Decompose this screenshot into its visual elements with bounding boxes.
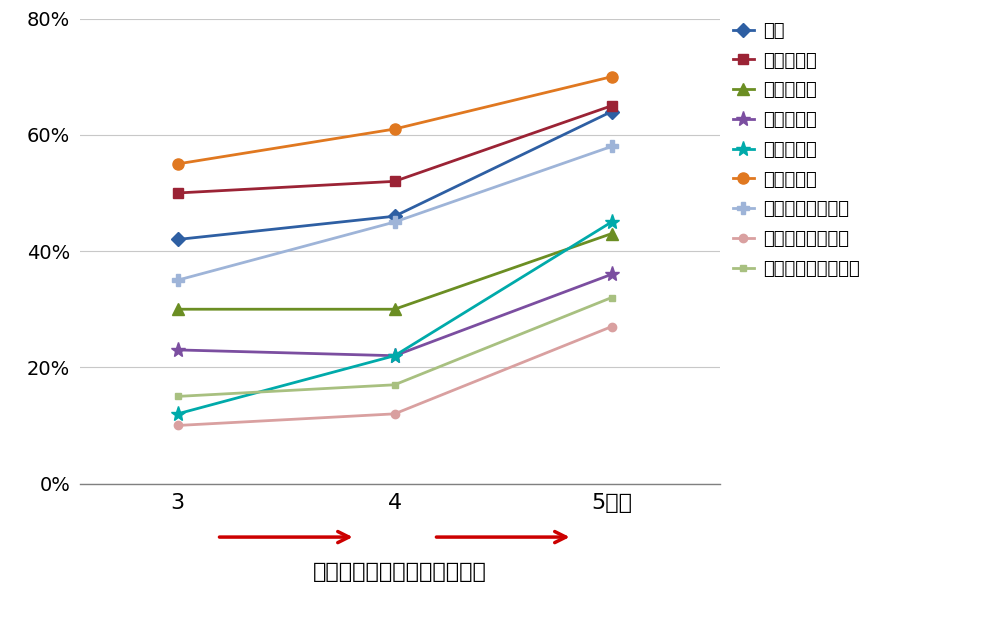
Line: 目のかゆみ: 目のかゆみ — [170, 267, 619, 363]
肌のかゆみ — [389, 306, 401, 313]
Line: アレルギー性結膚炎: アレルギー性結膚炎 — [174, 294, 615, 400]
目のかゆみ — [172, 346, 184, 353]
手足の冷え — [606, 218, 618, 226]
Line: 手足の冷え: 手足の冷え — [170, 215, 619, 422]
Line: アトピー性皮膚炎: アトピー性皮膚炎 — [172, 141, 617, 286]
Line: のどの痛み: のどの痛み — [173, 101, 616, 198]
Line: せき: せき — [173, 107, 616, 244]
アレルギー性鼻炎 — [389, 410, 401, 418]
アレルギー性鼻炎 — [172, 422, 184, 429]
目のかゆみ — [606, 270, 618, 278]
肌のかゆみ — [172, 306, 184, 313]
アレルギー性結膚炎 — [389, 381, 401, 389]
のどの痛み — [172, 189, 184, 197]
Legend: せき, のどの痛み, 肌のかゆみ, 目のかゆみ, 手足の冷え, 気管支喘息, アトピー性皮膚炎, アレルギー性鼻炎, アレルギー性結膚炎: せき, のどの痛み, 肌のかゆみ, 目のかゆみ, 手足の冷え, 気管支喘息, ア… — [729, 19, 864, 281]
Line: 肌のかゆみ: 肌のかゆみ — [172, 228, 617, 315]
せき — [389, 213, 401, 220]
せき — [606, 108, 618, 115]
アトピー性皮膚炎 — [606, 143, 618, 150]
のどの痛み — [389, 177, 401, 185]
のどの痛み — [606, 102, 618, 110]
気管支喘息 — [606, 73, 618, 81]
アレルギー性鼻炎 — [606, 323, 618, 330]
手足の冷え — [172, 410, 184, 418]
目のかゆみ — [389, 352, 401, 360]
肌のかゆみ — [606, 230, 618, 237]
せき — [172, 236, 184, 243]
アレルギー性結膚炎 — [172, 392, 184, 400]
アレルギー性結膚炎 — [606, 294, 618, 301]
Line: アレルギー性鼻炎: アレルギー性鼻炎 — [173, 322, 616, 430]
手足の冷え — [389, 352, 401, 360]
X-axis label: 転居後の住宅の断熱グレード: 転居後の住宅の断熱グレード — [313, 562, 487, 582]
アトピー性皮膚炎 — [389, 218, 401, 226]
Line: 気管支喘息: 気管支喘息 — [172, 71, 617, 169]
気管支喘息 — [389, 125, 401, 133]
アトピー性皮膚炎 — [172, 277, 184, 284]
気管支喘息 — [172, 160, 184, 167]
